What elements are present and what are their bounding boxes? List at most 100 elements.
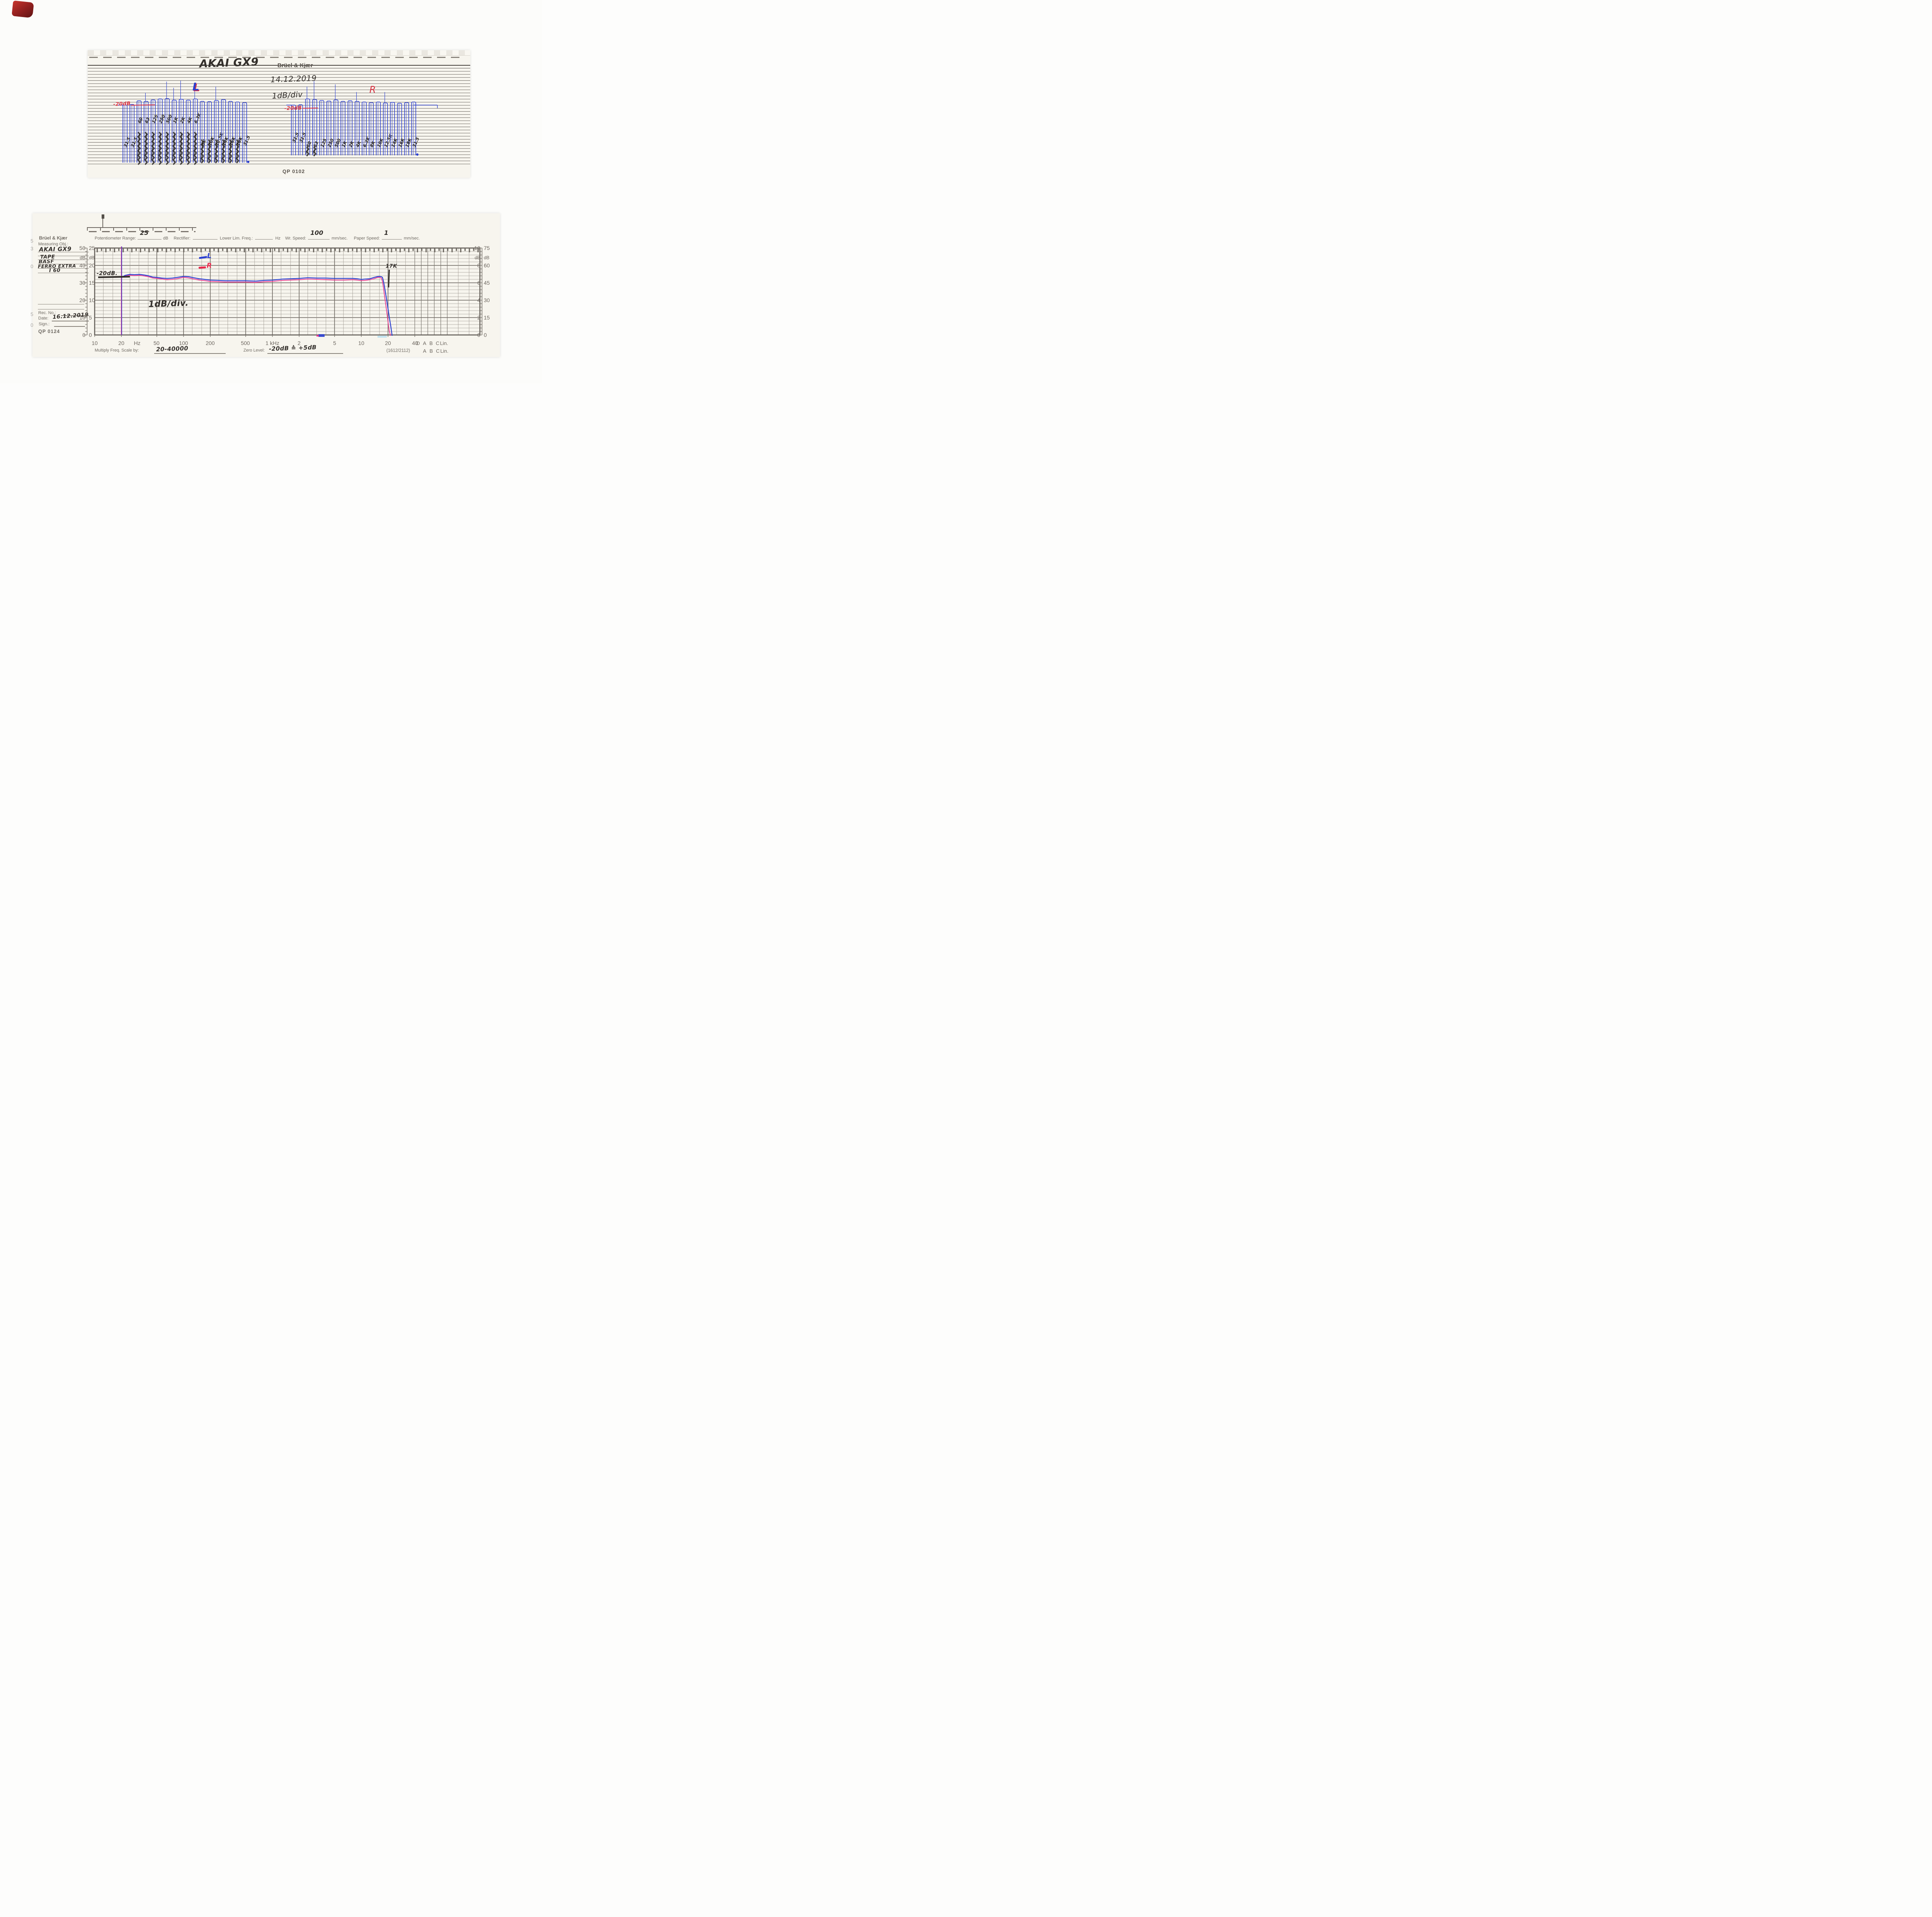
scale-label: 25 (89, 245, 95, 251)
scale-label: dB (484, 255, 490, 260)
tone-burst (319, 100, 324, 155)
top-comb-tick (400, 248, 401, 252)
top-comb-tick (477, 248, 479, 252)
burst-frequency-label: 8K (369, 140, 376, 148)
top-comb-tick (213, 248, 215, 251)
wr-speed-field: 100 (308, 229, 330, 240)
top-comb-tick (321, 248, 323, 252)
crossed-out-scribble (200, 141, 204, 163)
crossed-out-scribble (144, 131, 148, 165)
scale-label: 15 (89, 280, 95, 286)
top-comb-tick (243, 248, 245, 252)
crossed-out-scribble (305, 148, 309, 154)
top-comb-tick (153, 248, 154, 251)
top-comb-tick (131, 248, 133, 252)
top-comb-tick (313, 248, 315, 252)
date-label: Date: (38, 316, 49, 321)
scale-label: 6 (477, 280, 480, 286)
top-date-handwritten: 14.12.2019 (270, 73, 317, 85)
top-comb-tick (317, 248, 319, 251)
tone-burst (298, 104, 303, 155)
burst-frequency-label: 1K (172, 116, 179, 124)
crossed-out-scribble (137, 131, 141, 165)
crossed-out-scribble (312, 148, 316, 154)
top-comb-tick (114, 248, 115, 252)
edge-clipped-digit: 0 (31, 263, 34, 269)
potentiometer-range-field: 25 (138, 229, 162, 240)
crossed-out-scribble (137, 133, 140, 160)
cyan-smudge (378, 336, 387, 338)
rec-no-label: Rec. No.: (38, 311, 56, 315)
top-ref-level-right: -20dB (284, 105, 302, 112)
crossed-out-scribble (179, 131, 183, 165)
top-comb-tick (278, 248, 280, 252)
red-corner-mark (12, 0, 34, 18)
tone-burst (411, 102, 416, 155)
tone-burst (122, 105, 128, 163)
freq-tick-label: 100 (179, 340, 188, 346)
freq-tick-label: 10 (92, 340, 98, 346)
crossed-out-scribble (214, 141, 218, 163)
burst-frequency-label: 4K (186, 116, 193, 124)
crossed-out-scribble (228, 139, 233, 164)
tone-burst (200, 101, 205, 163)
top-comb-tick (162, 248, 163, 251)
top-comb-tick (417, 248, 418, 252)
top-comb-tick (296, 248, 297, 252)
scale-label: 10 (474, 245, 480, 251)
multiply-freq-value: 20-40000 (156, 345, 189, 353)
top-comb-tick (425, 248, 427, 252)
top-comb-tick (157, 248, 158, 252)
top-comb-tick (460, 248, 461, 252)
sign-field (54, 326, 85, 327)
top-comb-tick (343, 248, 345, 251)
scale-annotation: 1dB/div. (148, 298, 189, 309)
tone-burst (136, 100, 142, 163)
sprocket-dashes (89, 57, 464, 58)
top-comb-tick (252, 248, 254, 252)
pen-park-mark (318, 334, 325, 337)
edge-clipped-digit: 5 (31, 311, 34, 317)
top-comb-tick (456, 248, 457, 251)
tone-burst (305, 99, 310, 155)
crossed-out-scribble (221, 141, 225, 163)
pen-end-mark (416, 153, 419, 156)
lower-lim-freq-label: Lower Lim. Freq.: (219, 236, 253, 241)
crossed-out-scribble (144, 133, 147, 160)
freq-tick-label: 5 (333, 340, 336, 346)
weighting-label-row2: C (436, 348, 439, 354)
top-comb-tick (438, 248, 440, 251)
freq-tick-label: 50 (153, 340, 160, 346)
top-comb-tick (464, 248, 466, 251)
top-comb-tick (166, 248, 167, 252)
scale-label: 40 (79, 262, 85, 269)
wr-speed-label: Wr. Speed: (285, 236, 306, 241)
top-comb-tick (274, 248, 276, 251)
scale-label: 4 (477, 297, 480, 303)
top-comb-tick (330, 248, 332, 252)
rec-no-field (61, 315, 89, 316)
top-comb-tick (443, 248, 444, 252)
bottom-chart-paper: Potentiometer Range: 25 dB Rectifier: Lo… (31, 213, 500, 357)
top-comb-tick (304, 248, 306, 252)
top-scale-handwritten: 1dB/div (272, 89, 303, 101)
crossed-out-scribble (200, 139, 204, 164)
scale-label: 20 (89, 262, 95, 269)
top-comb-tick (192, 248, 193, 252)
scale-label: 30 (484, 297, 490, 303)
top-comb-tick (408, 248, 410, 252)
tone-burst (390, 102, 395, 155)
burst-frequency-label: 60 (137, 117, 144, 124)
top-comb-tick (308, 248, 310, 251)
top-comb-tick (226, 248, 228, 252)
tone-burst (186, 100, 191, 163)
top-comb-tick (261, 248, 262, 252)
freq-tick-label: 20 (118, 340, 124, 346)
lower-lim-freq-field (255, 235, 273, 240)
top-comb-tick (135, 248, 137, 251)
tone-burst (214, 100, 219, 163)
scale-label: 15 (484, 314, 490, 321)
tone-burst (235, 102, 240, 163)
scale-label: 0 (82, 332, 85, 338)
pen-end-mark (247, 161, 250, 163)
